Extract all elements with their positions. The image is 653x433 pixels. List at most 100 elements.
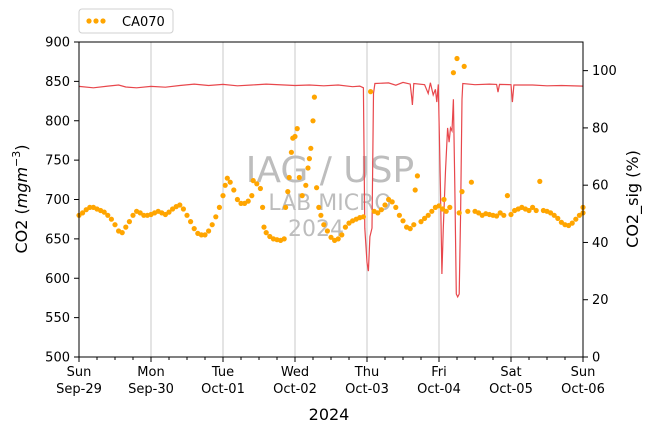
data-point [461,63,467,69]
data-point [305,165,311,171]
data-point [224,175,230,181]
data-point [339,232,345,238]
data-point [180,206,186,212]
watermark: IAG / USP LAB MICRO 2024 [246,150,414,242]
watermark-line1: IAG / USP [246,150,414,191]
data-point [468,179,474,185]
right-axis: 0 20 40 60 80 100 [583,64,617,366]
data-point [198,232,204,238]
co2-sig-line [78,81,584,299]
data-point [407,226,413,232]
data-point [119,230,125,236]
data-point [245,198,251,204]
data-point [227,179,233,185]
data-point [456,210,462,216]
x-axis-title: 2024 [309,405,350,424]
data-point [375,210,381,216]
data-point [306,156,312,162]
data-point [393,204,399,210]
data-point [368,89,374,95]
x-tick-label: Thu Oct-03 [345,365,389,397]
data-point [299,193,305,199]
data-point [249,193,255,199]
data-point [573,216,579,222]
data-point [238,200,244,206]
y-tick-label: 650 [45,232,70,247]
data-point [396,212,402,218]
y2-tick-label: 60 [592,179,609,194]
y-tick-label: 900 [45,36,70,51]
data-point [202,232,208,238]
y2-axis-title: CO2_sig (%) [623,150,643,248]
data-point [112,222,118,228]
legend-box [78,8,174,34]
data-point [260,204,266,210]
data-point [288,149,294,155]
data-point [213,214,219,220]
data-point [250,178,256,184]
data-point [314,185,320,191]
data-point [285,189,291,195]
data-point [418,219,424,225]
data-point [508,211,514,218]
data-point [188,219,194,225]
data-point [551,212,557,218]
data-point [257,185,263,192]
x-tick-label: Mon Sep-30 [128,365,174,397]
data-point [234,196,240,203]
data-point [412,187,418,193]
data-point [311,94,317,100]
data-point [494,213,500,219]
legend-marker [86,18,106,24]
y-axis-title: CO2 (mgm−3) [10,144,31,253]
legend-label: CA070 [122,15,165,30]
data-point [429,208,435,214]
data-point [263,230,269,236]
co2-sig-series [78,81,584,299]
data-point [310,118,316,124]
data-point [526,207,532,214]
data-point [261,224,267,230]
data-point [555,215,561,221]
data-point [537,178,543,184]
data-point [130,212,136,218]
data-point [569,220,575,226]
data-point [108,216,114,222]
data-point [303,182,309,188]
data-point [191,226,197,232]
y2-tick-label: 40 [592,236,609,251]
data-point [400,218,406,224]
data-point [166,209,172,215]
data-point [465,208,471,214]
data-point [321,222,327,228]
data-point [126,219,132,225]
x-tick-label: Tue Oct-01 [201,365,245,397]
data-point [80,210,86,216]
watermark-line2: LAB MICRO [268,191,391,216]
x-tick-label: Sat Oct-05 [489,365,533,397]
x-tick-label: Sun Oct-06 [561,365,605,397]
data-point [87,204,93,210]
data-point [443,208,449,214]
ca070-series [76,55,586,243]
data-point [206,228,212,234]
data-point [281,236,287,242]
data-point [533,207,539,214]
data-point [425,212,431,218]
data-point [324,228,330,234]
data-point [411,222,417,228]
data-point [328,234,334,240]
y-tick-label: 500 [45,351,70,366]
data-point [308,145,314,151]
y-tick-label: 850 [45,75,70,90]
data-point [101,209,107,215]
y-tick-label: 800 [45,114,70,129]
data-point [378,207,384,213]
y2-tick-label: 80 [592,121,609,136]
data-point [382,202,388,208]
data-point [441,196,447,203]
data-point [501,212,507,218]
data-point [436,203,442,209]
x-tick-label: Sun Sep-29 [56,365,102,397]
